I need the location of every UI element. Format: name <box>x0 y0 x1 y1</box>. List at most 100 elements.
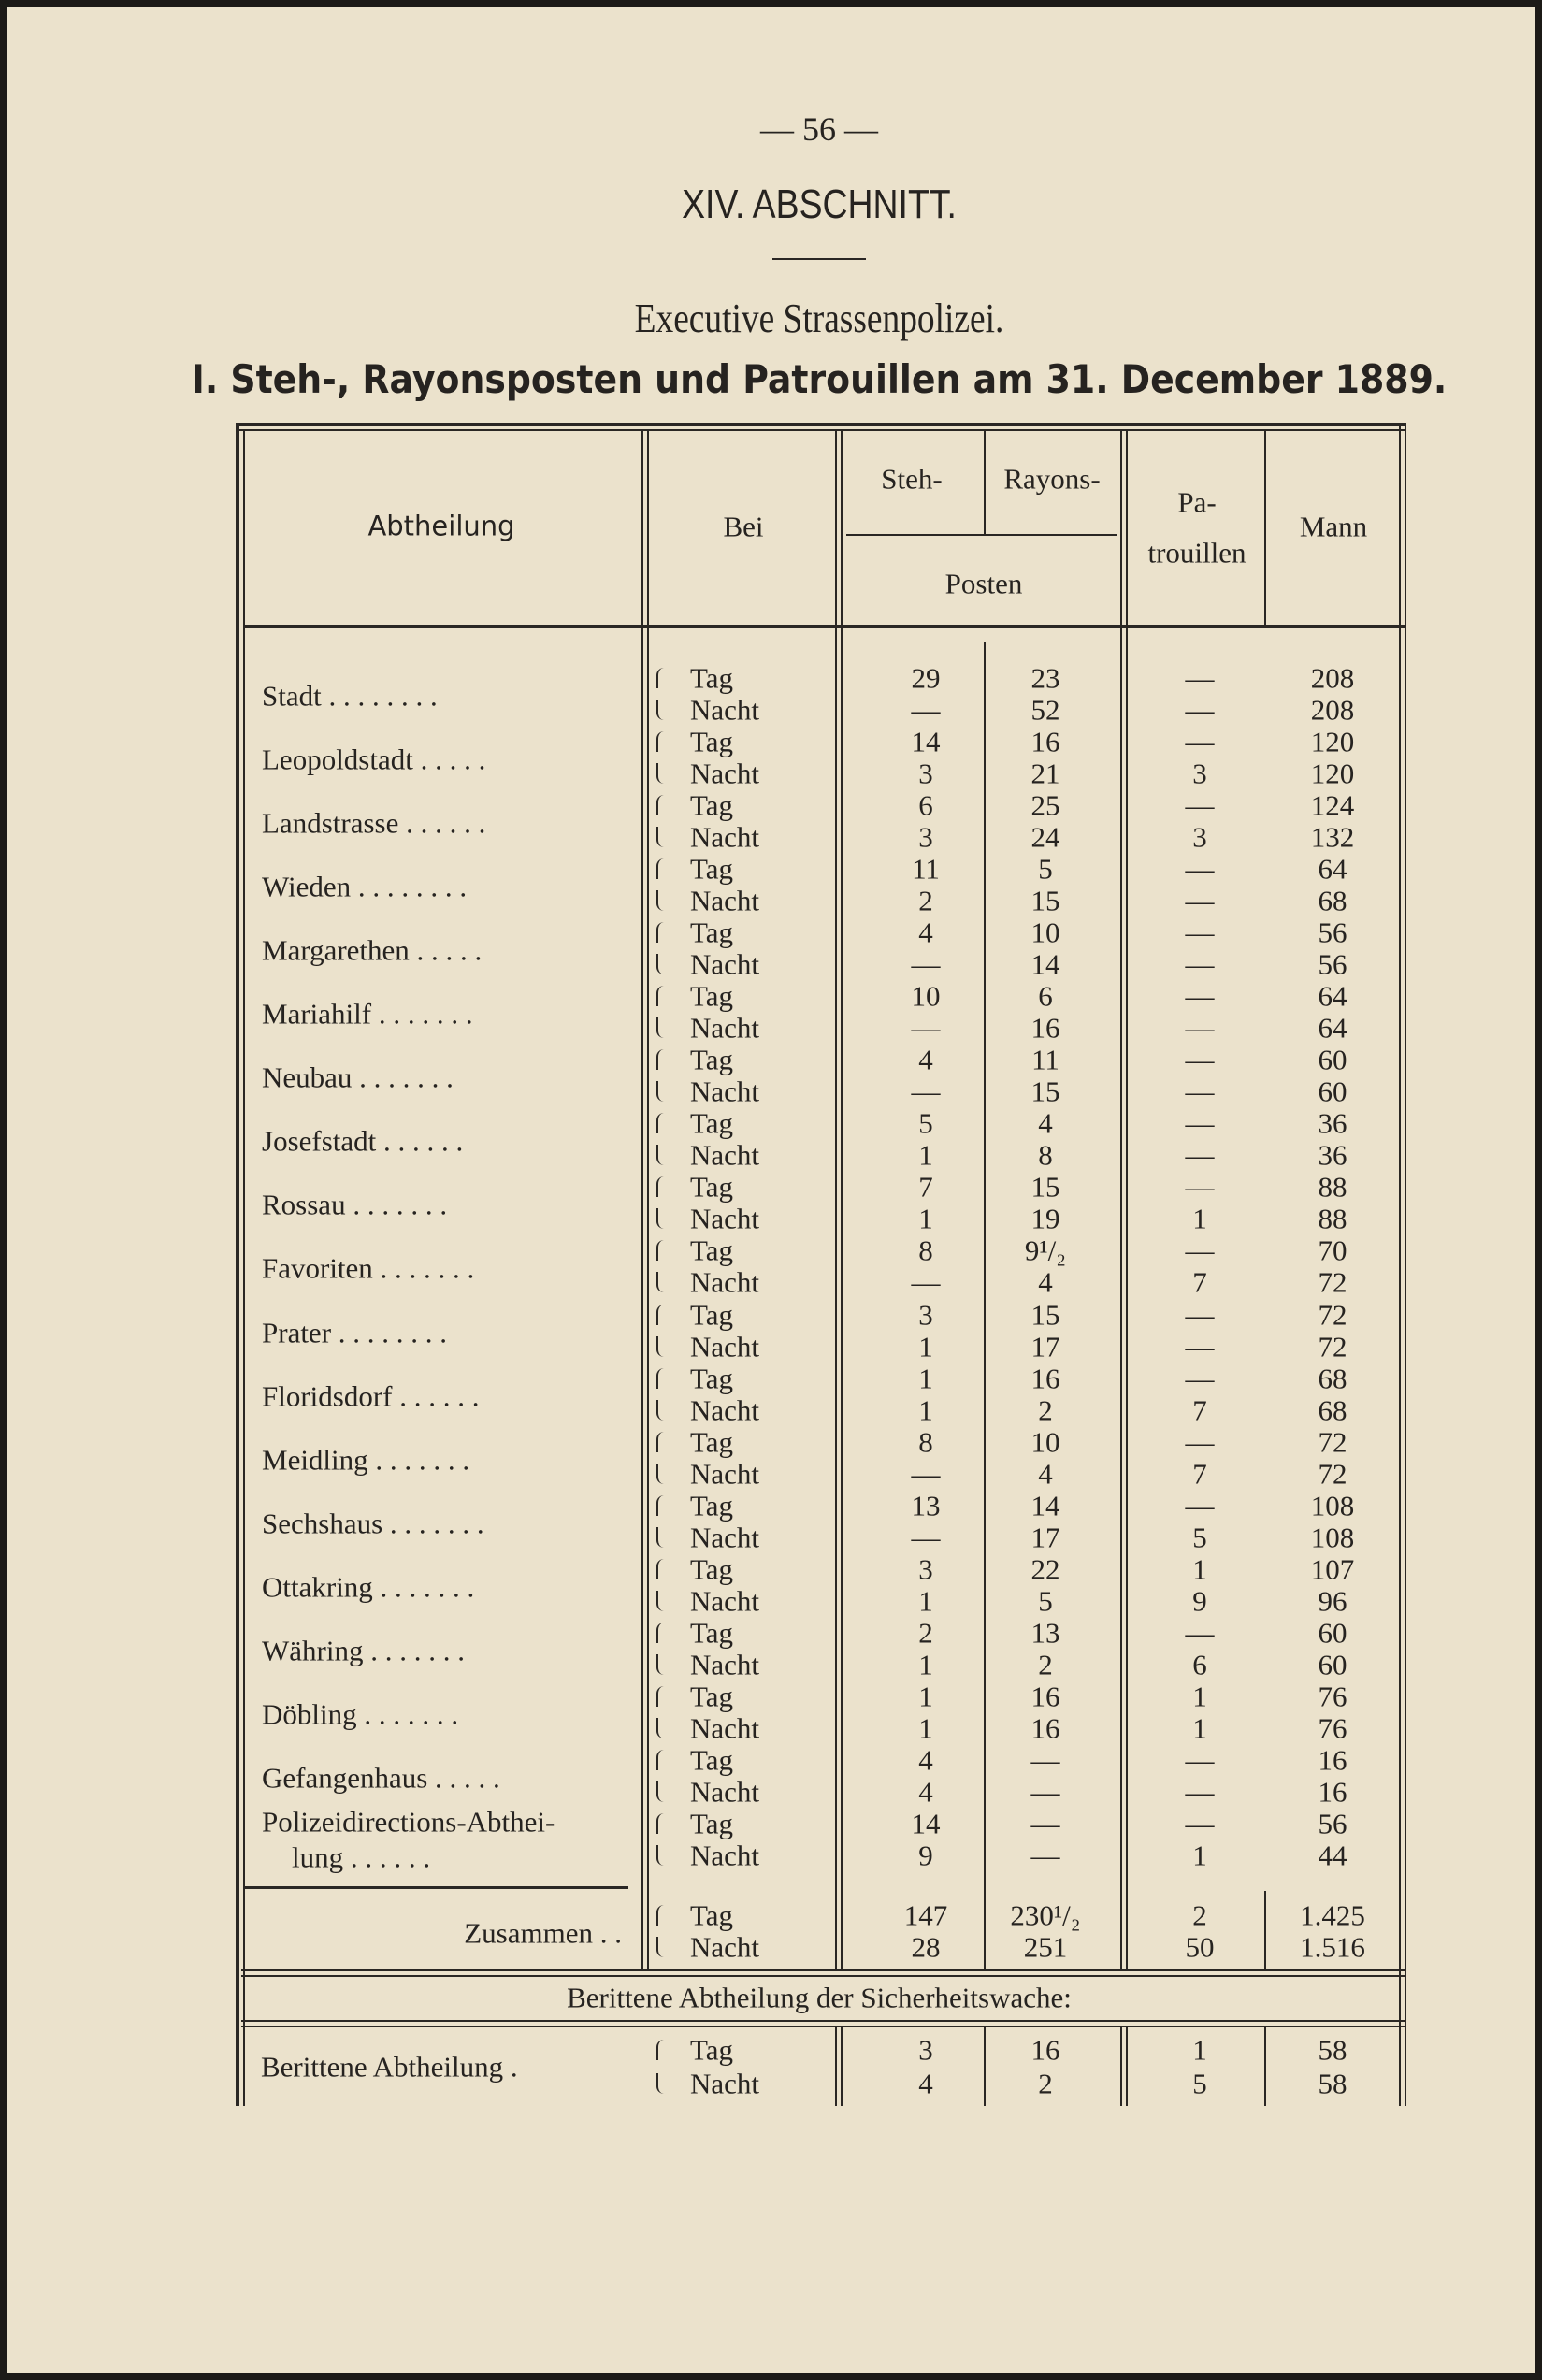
cell-value: — <box>1185 1298 1215 1331</box>
period-label: Nacht <box>690 884 760 917</box>
period-label: Tag <box>690 661 734 695</box>
district-name: Mariahilf . . . . . . . <box>262 997 473 1031</box>
cell-value: 16 <box>1030 2033 1060 2067</box>
cell-value: 6 <box>1192 1648 1207 1681</box>
period-label: Nacht <box>690 1648 760 1681</box>
cell-value: 72 <box>1318 1457 1347 1491</box>
col-header: Posten <box>944 567 1023 600</box>
cell-value: 208 <box>1310 693 1355 727</box>
col-header: Steh- <box>881 462 943 496</box>
cell-value: 2 <box>1038 1393 1053 1427</box>
cell-value: 9 <box>1192 1584 1207 1618</box>
cell-value: — <box>1185 1011 1215 1045</box>
brace <box>656 700 664 720</box>
cell-value: — <box>911 1457 941 1491</box>
period-label: Tag <box>690 1807 734 1840</box>
cell-value: 147 <box>903 1898 948 1932</box>
cell-value: 64 <box>1318 1011 1347 1045</box>
cell-value: — <box>1185 1362 1215 1395</box>
cell-value: 4 <box>918 916 933 949</box>
period-label: Tag <box>690 1425 734 1459</box>
cell-value: 9¹/₂ <box>1024 1233 1067 1267</box>
period-label: Nacht <box>690 1330 760 1363</box>
cell-value: 5 <box>1192 1521 1207 1554</box>
cell-value: 3 <box>1192 820 1207 854</box>
cell-value: 72 <box>1318 1298 1347 1331</box>
district-name: Floridsdorf . . . . . . <box>262 1379 480 1413</box>
brace <box>656 1049 664 1071</box>
period-label: Nacht <box>690 820 760 854</box>
cell-value: 3 <box>918 820 933 854</box>
cell-value: — <box>1185 725 1215 758</box>
brace <box>656 2073 664 2094</box>
cell-value: — <box>1030 1775 1060 1809</box>
cell-value: — <box>1185 788 1215 822</box>
cell-value: — <box>1030 1743 1060 1777</box>
brace <box>656 668 664 688</box>
col-line <box>1264 2026 1266 2106</box>
cell-value: — <box>911 947 941 981</box>
period-label: Nacht <box>690 693 760 727</box>
cell-value: — <box>911 693 941 727</box>
brace <box>656 1113 664 1134</box>
cell-value: 36 <box>1318 1138 1347 1172</box>
cell-value: 17 <box>1030 1330 1060 1363</box>
cell-value: 15 <box>1030 1298 1060 1331</box>
period-label: Tag <box>690 725 734 758</box>
cell-value: — <box>911 1011 941 1045</box>
cell-value: 6 <box>1038 979 1053 1013</box>
period-label: Nacht <box>690 1011 760 1045</box>
col-line <box>647 430 649 1970</box>
cell-value: — <box>1185 947 1215 981</box>
period-label: Nacht <box>690 757 760 790</box>
cell-value: 64 <box>1318 852 1347 886</box>
district-name: Döbling . . . . . . . <box>262 1697 459 1731</box>
period-label: Tag <box>690 916 734 949</box>
cell-value: 14 <box>911 725 941 758</box>
brace <box>656 1749 664 1770</box>
brace <box>656 1367 664 1389</box>
district-name: Ottakring . . . . . . . <box>262 1570 475 1604</box>
district-name: Favoriten . . . . . . . <box>262 1251 475 1285</box>
brace <box>656 1685 664 1707</box>
cell-value: 4 <box>918 1043 933 1076</box>
cell-value: 132 <box>1310 820 1355 854</box>
brace <box>656 890 664 912</box>
cell-value: — <box>1185 1233 1215 1267</box>
cell-value: 4 <box>1038 1265 1053 1299</box>
col-line <box>1405 423 1406 2106</box>
cell-value: 60 <box>1318 1616 1347 1650</box>
district-name: Polizeidirections-Abthei- <box>262 1805 555 1839</box>
cell-value: 72 <box>1318 1265 1347 1299</box>
district-name: Landstrasse . . . . . . <box>262 806 486 840</box>
district-name: Meidling . . . . . . . <box>262 1443 470 1477</box>
cell-value: 2 <box>918 1616 933 1650</box>
brace <box>656 1399 664 1421</box>
col-line <box>243 430 245 2106</box>
row-rule <box>241 2026 1406 2027</box>
cell-value: — <box>1185 1807 1215 1840</box>
cell-value: 96 <box>1318 1584 1347 1618</box>
brace <box>656 1590 664 1611</box>
cell-value: 56 <box>1318 916 1347 949</box>
brace <box>656 1335 664 1357</box>
period-label: Tag <box>690 852 734 886</box>
period-label: Tag <box>690 2033 734 2067</box>
period-label: Tag <box>690 1298 734 1331</box>
cell-value: 88 <box>1318 1170 1347 1204</box>
cell-value: — <box>1185 1489 1215 1522</box>
cell-value: 1.425 <box>1300 1898 1365 1932</box>
cell-value: — <box>1185 1616 1215 1650</box>
district-name: Rossau . . . . . . . <box>262 1188 448 1221</box>
cell-value: 7 <box>1192 1393 1207 1427</box>
period-label: Tag <box>690 1106 734 1140</box>
table-title: I. Steh-, Rayonsposten und Patrouillen a… <box>191 356 1448 402</box>
total-name: Zusammen . . <box>464 1916 622 1950</box>
cell-value: 3 <box>918 1298 933 1331</box>
cell-value: 5 <box>918 1106 933 1140</box>
cell-value: 58 <box>1318 2033 1347 2067</box>
brace <box>656 1781 664 1802</box>
brace <box>656 1937 664 1957</box>
cell-value: 3 <box>918 1552 933 1586</box>
brace <box>656 731 664 753</box>
